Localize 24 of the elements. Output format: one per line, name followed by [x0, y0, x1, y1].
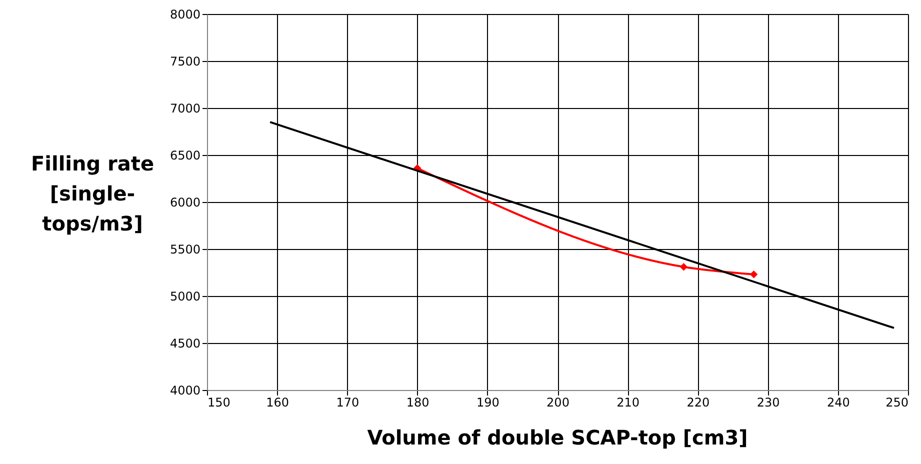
x-tick-label: 160	[266, 396, 290, 410]
y-tick-label: 4500	[170, 336, 200, 350]
y-tick-label: 7500	[170, 54, 200, 68]
x-tick-label: 240	[826, 396, 850, 410]
y-tick-label: 7000	[170, 102, 200, 116]
point	[750, 270, 758, 278]
y-tick-label: 6500	[170, 148, 200, 162]
y-tick-label: 4000	[170, 384, 200, 398]
point	[680, 262, 688, 271]
x-axis-title: Volume of double SCAP-top [cm3]	[367, 426, 748, 450]
y-tick-label: 6000	[170, 196, 200, 210]
x-tick-label: 230	[756, 396, 780, 410]
x-tick-label: 250	[886, 396, 908, 410]
y-tick-label: 5500	[170, 242, 200, 256]
y-tick-label: 8000	[170, 8, 200, 22]
x-tick-label: 200	[546, 396, 570, 410]
x-tick-label: 170	[336, 396, 360, 410]
x-tick-label: 210	[616, 396, 640, 410]
x-tick-label: 180	[406, 396, 430, 410]
y-tick-label: 5000	[170, 290, 200, 304]
x-tick-label: 150	[208, 396, 230, 410]
x-tick-label: 190	[476, 396, 500, 410]
y-axis-title: Filling rate [single-tops/m3]	[30, 152, 154, 236]
x-tick-label: 220	[686, 396, 710, 410]
